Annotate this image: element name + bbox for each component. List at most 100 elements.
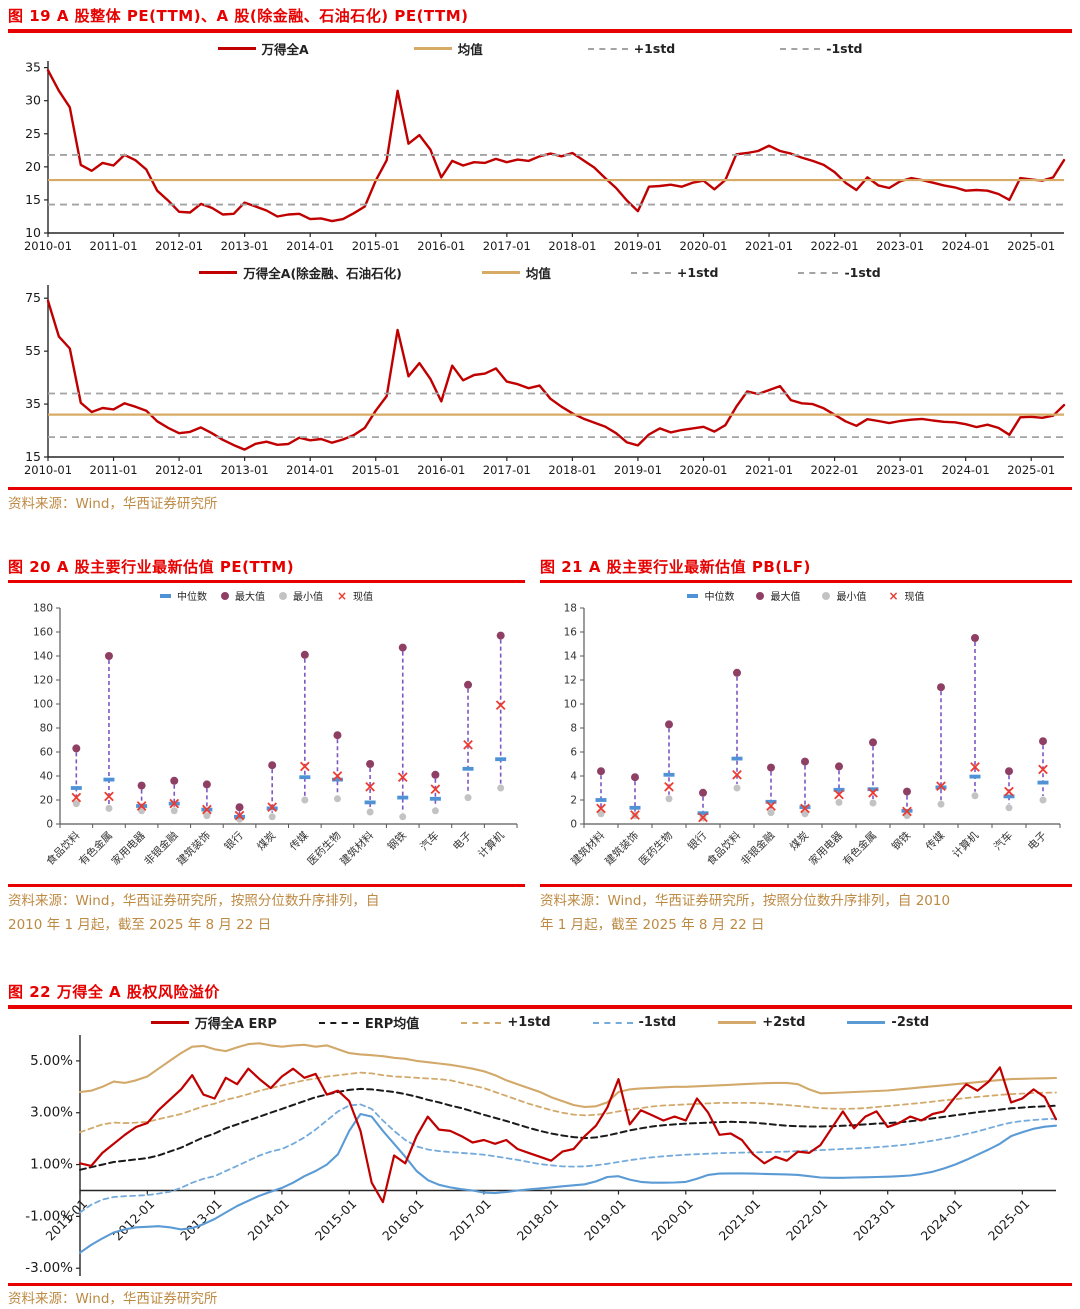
fig22-legend: 万得全A ERP ERP均值 +1std -1std +2std -2std bbox=[0, 1013, 1080, 1032]
svg-text:2025-01: 2025-01 bbox=[1007, 463, 1055, 477]
legend-swatch-x: × bbox=[336, 588, 348, 603]
svg-text:2021-01: 2021-01 bbox=[745, 239, 793, 253]
legend-item-1: 最大值 bbox=[756, 588, 800, 603]
fig21-chart: 0 2 4 6 8 10 12 14 16 18 建筑材料 建筑装饰 医药生物 银行 食品饮料 非银金融 煤炭家… bbox=[540, 600, 1072, 892]
svg-text:医药生物: 医药生物 bbox=[636, 829, 675, 868]
svg-text:2014-01: 2014-01 bbox=[286, 239, 334, 253]
svg-text:计算机: 计算机 bbox=[950, 829, 982, 861]
svg-text:2015-01: 2015-01 bbox=[352, 463, 400, 477]
svg-text:0: 0 bbox=[570, 819, 577, 831]
legend-swatch-median bbox=[159, 593, 171, 598]
svg-text:2021-01: 2021-01 bbox=[716, 1196, 764, 1244]
legend-label: 中位数 bbox=[176, 592, 207, 603]
svg-text:-1.00%: -1.00% bbox=[25, 1208, 73, 1224]
svg-text:2013-01: 2013-01 bbox=[221, 463, 269, 477]
legend-swatch-dashed bbox=[780, 47, 821, 50]
svg-text:非银金融: 非银金融 bbox=[141, 829, 180, 868]
legend-label: 最大值 bbox=[770, 592, 801, 603]
legend-label: 均值 bbox=[525, 266, 551, 281]
fig20-title: 图 20 A 股主要行业最新估值 PE(TTM) bbox=[8, 558, 295, 576]
legend-swatch-solid bbox=[150, 1021, 189, 1024]
svg-text:0: 0 bbox=[46, 819, 53, 831]
svg-text:8: 8 bbox=[570, 723, 577, 735]
svg-text:2012-01: 2012-01 bbox=[155, 239, 203, 253]
fig20-title-rule bbox=[8, 580, 525, 583]
svg-text:钢铁: 钢铁 bbox=[385, 829, 409, 853]
fig22-bottom-rule bbox=[8, 1283, 1072, 1286]
fig19-top-legend: 万得全A 均值 +1std -1std bbox=[0, 39, 1080, 58]
legend-swatch-dashed bbox=[318, 1021, 359, 1024]
legend-item-3: -1std bbox=[592, 1015, 677, 1030]
svg-text:2018-01: 2018-01 bbox=[548, 463, 596, 477]
svg-text:食品饮料: 食品饮料 bbox=[44, 829, 83, 868]
legend-swatch-solid bbox=[413, 47, 452, 50]
svg-text:2010-01: 2010-01 bbox=[24, 239, 72, 253]
svg-text:2017-01: 2017-01 bbox=[483, 239, 531, 253]
fig19-title: 图 19 A 股整体 PE(TTM)、A 股(除金融、石油石化) PE(TTM) bbox=[8, 7, 469, 25]
svg-text:建筑装饰: 建筑装饰 bbox=[602, 829, 641, 868]
svg-text:2014-01: 2014-01 bbox=[245, 1196, 293, 1244]
svg-text:2022-01: 2022-01 bbox=[811, 463, 859, 477]
svg-text:2023-01: 2023-01 bbox=[876, 239, 924, 253]
svg-text:12: 12 bbox=[564, 675, 577, 687]
svg-text:2011-01: 2011-01 bbox=[90, 239, 138, 253]
legend-item-3: × 现值 bbox=[888, 588, 924, 604]
svg-text:2013-01: 2013-01 bbox=[221, 239, 269, 253]
svg-text:-3.00%: -3.00% bbox=[25, 1260, 73, 1276]
legend-item-4: +2std bbox=[718, 1015, 805, 1030]
svg-text:10: 10 bbox=[564, 699, 577, 711]
legend-item-1: 最大值 bbox=[220, 588, 265, 603]
svg-text:6: 6 bbox=[570, 747, 577, 759]
svg-text:80: 80 bbox=[40, 723, 53, 735]
legend-swatch-solid bbox=[481, 271, 520, 274]
svg-text:2015-01: 2015-01 bbox=[352, 239, 400, 253]
legend-item-2: +1std bbox=[587, 41, 675, 56]
legend-swatch-solid bbox=[199, 271, 238, 274]
svg-text:银行: 银行 bbox=[685, 829, 709, 853]
legend-swatch-solid bbox=[217, 47, 256, 50]
svg-text:家用电器: 家用电器 bbox=[109, 829, 148, 868]
svg-text:2020-01: 2020-01 bbox=[679, 239, 727, 253]
legend-item-0: 万得全A ERP bbox=[150, 1013, 277, 1032]
fig22-source: 资料来源：Wind，华西证券研究所 bbox=[8, 1291, 218, 1307]
svg-text:食品饮料: 食品饮料 bbox=[704, 829, 743, 868]
svg-text:非银金融: 非银金融 bbox=[738, 829, 777, 868]
legend-label: -1std bbox=[826, 41, 863, 56]
svg-text:2024-01: 2024-01 bbox=[942, 239, 990, 253]
svg-text:14: 14 bbox=[564, 651, 578, 663]
legend-swatch-dashed bbox=[592, 1021, 633, 1024]
fig21-title-rule bbox=[540, 580, 1072, 583]
legend-label: -1std bbox=[638, 1015, 677, 1030]
svg-text:有色金属: 有色金属 bbox=[840, 829, 879, 868]
legend-swatch-median bbox=[687, 593, 699, 598]
svg-text:电子: 电子 bbox=[1025, 829, 1049, 853]
svg-text:有色金属: 有色金属 bbox=[76, 829, 115, 868]
svg-text:煤炭: 煤炭 bbox=[787, 829, 811, 853]
legend-label: -1std bbox=[844, 265, 881, 280]
legend-swatch-dot bbox=[822, 591, 831, 600]
svg-text:2023-01: 2023-01 bbox=[876, 463, 924, 477]
legend-label: 最小值 bbox=[836, 592, 867, 603]
legend-swatch-dot bbox=[220, 591, 229, 600]
svg-text:100: 100 bbox=[33, 699, 53, 711]
svg-text:2016-01: 2016-01 bbox=[379, 1196, 427, 1244]
svg-text:2011-01: 2011-01 bbox=[90, 463, 138, 477]
svg-text:15: 15 bbox=[25, 192, 41, 207]
fig19-bottom-rule bbox=[8, 487, 1072, 490]
fig20-source-line2: 2010 年 1 月起，截至 2025 年 8 月 22 日 bbox=[8, 916, 272, 933]
legend-item-2: 最小值 bbox=[278, 588, 323, 603]
legend-item-2: +1std bbox=[461, 1015, 551, 1030]
fig20-source: 资料来源：Wind，华西证券研究所，按照分位数升序排列，自 2010 年 1 月… bbox=[8, 890, 516, 937]
svg-text:2023-01: 2023-01 bbox=[850, 1196, 898, 1244]
svg-text:汽车: 汽车 bbox=[991, 829, 1015, 853]
svg-text:2017-01: 2017-01 bbox=[446, 1196, 494, 1244]
svg-text:传媒: 传媒 bbox=[923, 829, 947, 853]
fig20-chart: 0 20 40 60 80 100 120 140 160 180 食品饮料 有色金属 家用电器 非银金融… bbox=[8, 600, 525, 892]
svg-text:2020-01: 2020-01 bbox=[679, 463, 727, 477]
svg-text:120: 120 bbox=[33, 675, 53, 687]
svg-text:电子: 电子 bbox=[450, 829, 474, 853]
fig19-top-chart: 10 15 20 25 30 35 2010-01 2011-01 2012-01 2013-01… bbox=[8, 57, 1072, 263]
legend-label: 均值 bbox=[457, 42, 483, 57]
svg-text:汽车: 汽车 bbox=[417, 829, 441, 853]
svg-text:4: 4 bbox=[570, 771, 577, 783]
